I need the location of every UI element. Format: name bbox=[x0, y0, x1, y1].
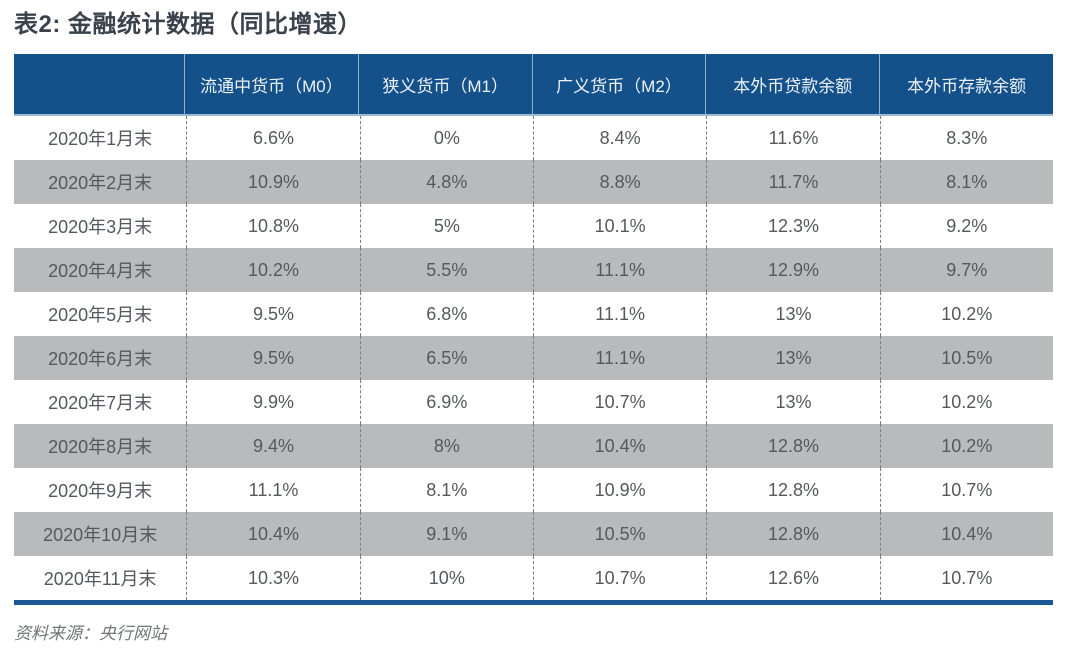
value-cell: 11.6% bbox=[706, 116, 879, 160]
value-cell: 11.1% bbox=[532, 248, 706, 292]
table-row: 2020年5月末 9.5% 6.8% 11.1% 13% 10.2% bbox=[14, 292, 1053, 336]
value-cell: 6.5% bbox=[359, 336, 533, 380]
value-cell: 6.6% bbox=[186, 116, 359, 160]
table-row: 2020年7月末 9.9% 6.9% 10.7% 13% 10.2% bbox=[14, 380, 1053, 424]
table-header-row: 流通中货币（M0） 狭义货币（M1） 广义货币（M2） 本外币贷款余额 本外币存款余额 bbox=[14, 54, 1053, 116]
column-header: 本外币贷款余额 bbox=[705, 54, 879, 114]
value-cell: 8% bbox=[359, 424, 533, 468]
column-header: 流通中货币（M0） bbox=[184, 54, 358, 114]
value-cell: 9.7% bbox=[879, 248, 1053, 292]
value-cell: 10.4% bbox=[879, 512, 1053, 556]
column-header-blank bbox=[14, 54, 184, 114]
value-cell: 11.1% bbox=[532, 292, 706, 336]
table-bottom-rule bbox=[14, 600, 1053, 605]
value-cell: 12.9% bbox=[706, 248, 879, 292]
value-cell: 10.9% bbox=[532, 468, 706, 512]
value-cell: 10.3% bbox=[186, 556, 359, 600]
value-cell: 4.8% bbox=[359, 160, 533, 204]
table-body: 2020年1月末 6.6% 0% 8.4% 11.6% 8.3% 2020年2月末 10.9%… bbox=[14, 116, 1053, 600]
column-header: 本外币存款余额 bbox=[879, 54, 1053, 114]
value-cell: 10.9% bbox=[186, 160, 359, 204]
value-cell: 9.5% bbox=[186, 336, 359, 380]
value-cell: 9.9% bbox=[186, 380, 359, 424]
table-row: 2020年3月末 10.8% 5% 10.1% 12.3% 9.2% bbox=[14, 204, 1053, 248]
value-cell: 12.3% bbox=[706, 204, 879, 248]
row-label: 2020年2月末 bbox=[48, 173, 153, 193]
value-cell: 0% bbox=[359, 116, 533, 160]
table-row: 2020年1月末 6.6% 0% 8.4% 11.6% 8.3% bbox=[14, 116, 1053, 160]
row-label: 2020年6月末 bbox=[48, 349, 153, 369]
value-cell: 10.7% bbox=[532, 556, 706, 600]
table-row: 2020年6月末 9.5% 6.5% 11.1% 13% 10.5% bbox=[14, 336, 1053, 380]
value-cell: 10% bbox=[359, 556, 533, 600]
row-label: 2020年8月末 bbox=[48, 437, 153, 457]
table-row: 2020年11月末 10.3% 10% 10.7% 12.6% 10.7% bbox=[14, 556, 1053, 600]
value-cell: 5.5% bbox=[359, 248, 533, 292]
value-cell: 12.8% bbox=[706, 468, 879, 512]
value-cell: 10.8% bbox=[186, 204, 359, 248]
value-cell: 6.8% bbox=[359, 292, 533, 336]
value-cell: 11.7% bbox=[706, 160, 879, 204]
table-row: 2020年9月末 11.1% 8.1% 10.9% 12.8% 10.7% bbox=[14, 468, 1053, 512]
value-cell: 13% bbox=[706, 336, 879, 380]
value-cell: 10.1% bbox=[532, 204, 706, 248]
table-title: 表2: 金融统计数据（同比增速） bbox=[14, 11, 363, 38]
value-cell: 6.9% bbox=[359, 380, 533, 424]
row-label: 2020年4月末 bbox=[48, 261, 153, 281]
source-note: 资料来源：央行网站 bbox=[14, 624, 167, 643]
row-label: 2020年7月末 bbox=[48, 393, 153, 413]
row-label: 2020年9月末 bbox=[48, 481, 153, 501]
value-cell: 12.8% bbox=[706, 424, 879, 468]
row-label: 2020年1月末 bbox=[48, 129, 153, 149]
value-cell: 10.7% bbox=[879, 556, 1053, 600]
value-cell: 11.1% bbox=[532, 336, 706, 380]
value-cell: 12.6% bbox=[706, 556, 879, 600]
value-cell: 10.4% bbox=[186, 512, 359, 556]
value-cell: 10.2% bbox=[879, 380, 1053, 424]
table-row: 2020年10月末 10.4% 9.1% 10.5% 12.8% 10.4% bbox=[14, 512, 1053, 556]
value-cell: 10.7% bbox=[879, 468, 1053, 512]
value-cell: 13% bbox=[706, 380, 879, 424]
row-label: 2020年11月末 bbox=[43, 569, 157, 589]
value-cell: 9.5% bbox=[186, 292, 359, 336]
value-cell: 9.4% bbox=[186, 424, 359, 468]
value-cell: 12.8% bbox=[706, 512, 879, 556]
table-row: 2020年8月末 9.4% 8% 10.4% 12.8% 10.2% bbox=[14, 424, 1053, 468]
value-cell: 8.1% bbox=[359, 468, 533, 512]
table-row: 2020年4月末 10.2% 5.5% 11.1% 12.9% 9.7% bbox=[14, 248, 1053, 292]
value-cell: 10.2% bbox=[186, 248, 359, 292]
column-header: 广义货币（M2） bbox=[531, 54, 706, 114]
value-cell: 11.1% bbox=[186, 468, 359, 512]
column-header: 狭义货币（M1） bbox=[357, 54, 532, 114]
value-cell: 9.2% bbox=[879, 204, 1053, 248]
row-label: 2020年10月末 bbox=[43, 525, 158, 545]
value-cell: 10.7% bbox=[532, 380, 706, 424]
value-cell: 8.1% bbox=[879, 160, 1053, 204]
value-cell: 13% bbox=[706, 292, 879, 336]
value-cell: 10.5% bbox=[532, 512, 706, 556]
value-cell: 10.2% bbox=[879, 424, 1053, 468]
table-row: 2020年2月末 10.9% 4.8% 8.8% 11.7% 8.1% bbox=[14, 160, 1053, 204]
value-cell: 10.5% bbox=[879, 336, 1053, 380]
row-label: 2020年5月末 bbox=[48, 305, 153, 325]
financial-table: 流通中货币（M0） 狭义货币（M1） 广义货币（M2） 本外币贷款余额 本外币存款余额 … bbox=[14, 54, 1053, 605]
value-cell: 10.2% bbox=[879, 292, 1053, 336]
value-cell: 5% bbox=[359, 204, 533, 248]
value-cell: 9.1% bbox=[359, 512, 533, 556]
row-label: 2020年3月末 bbox=[48, 217, 153, 237]
value-cell: 10.4% bbox=[532, 424, 706, 468]
value-cell: 8.3% bbox=[879, 116, 1053, 160]
value-cell: 8.4% bbox=[532, 116, 706, 160]
value-cell: 8.8% bbox=[532, 160, 706, 204]
